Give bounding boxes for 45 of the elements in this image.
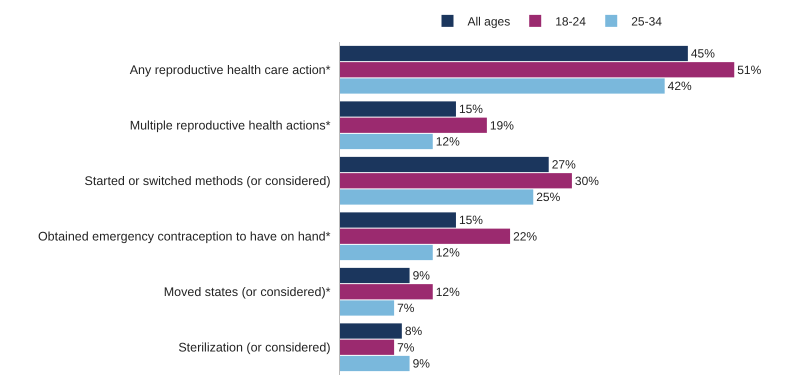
data-label: 15%	[458, 212, 484, 227]
bar	[340, 134, 433, 150]
data-label: 30%	[574, 174, 600, 188]
y-tick-label: Obtained emergency contraception to have on hand*	[38, 230, 331, 244]
y-tick-label: Sterilization (or considered)	[178, 340, 330, 355]
bar	[340, 340, 394, 355]
legend-label: All ages	[468, 14, 510, 29]
y-tick-label: Moved states (or considered)*	[164, 285, 331, 300]
bar	[340, 46, 688, 62]
data-label: 42%	[668, 79, 692, 94]
data-label: 7%	[397, 301, 415, 316]
bar	[340, 173, 572, 188]
data-label: 25%	[536, 190, 561, 204]
y-tick-label: Multiple reproductive health actions*	[130, 118, 331, 133]
bar	[340, 212, 456, 228]
data-label: 9%	[412, 356, 430, 371]
bar	[340, 78, 665, 94]
bar	[340, 244, 433, 260]
y-tick-label: Started or switched methods (or considered)	[84, 174, 330, 188]
bar	[340, 62, 734, 78]
bar	[340, 284, 433, 300]
data-label: 51%	[737, 62, 762, 77]
bar	[340, 156, 549, 172]
bar	[340, 118, 487, 133]
data-label: 45%	[690, 46, 716, 60]
bar	[340, 101, 456, 117]
data-label: 27%	[552, 157, 576, 172]
data-label: 15%	[458, 102, 484, 116]
data-label: 12%	[436, 246, 460, 260]
bar	[340, 268, 410, 284]
bar	[340, 323, 402, 339]
y-tick-label: Any reproductive health care action*	[130, 63, 331, 78]
data-label: 8%	[404, 324, 423, 338]
legend-label: 25-34	[631, 14, 662, 29]
legend-label: 18-24	[555, 14, 586, 29]
data-label: 19%	[490, 118, 514, 132]
data-label: 12%	[436, 284, 460, 299]
bar	[340, 189, 534, 205]
data-label: 12%	[436, 134, 460, 149]
bar	[340, 300, 394, 316]
data-label: 9%	[412, 268, 430, 282]
data-label: 7%	[397, 340, 415, 354]
bar	[340, 356, 410, 372]
data-label: 22%	[513, 229, 538, 244]
bar	[340, 228, 510, 244]
